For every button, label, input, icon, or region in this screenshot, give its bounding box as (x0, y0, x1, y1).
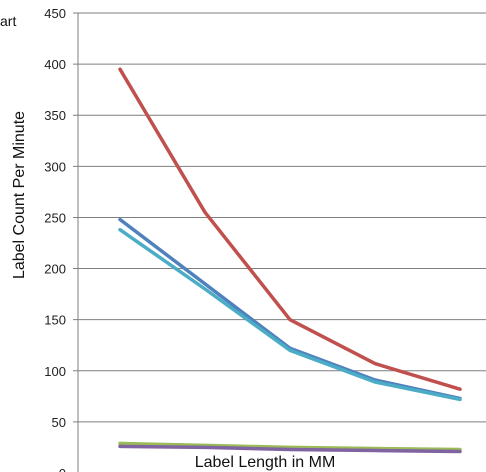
y-axis-title: Label Count Per Minute (11, 111, 28, 279)
gridlines (73, 12, 486, 472)
series-line-2 (118, 217, 462, 401)
y-tick-label: 350 (44, 108, 66, 123)
x-axis-title: Label Length in MM (195, 454, 336, 471)
corner-text: art (0, 13, 16, 29)
series-line-4 (118, 441, 462, 452)
series-line-3 (118, 227, 462, 402)
y-tick-label: 400 (44, 57, 66, 72)
series-line-1 (118, 67, 462, 391)
y-tick-label: 50 (52, 415, 66, 430)
y-tick-label: 150 (44, 313, 66, 328)
series-lines (118, 67, 462, 454)
y-tick-label: 300 (44, 159, 66, 174)
y-tick-label: 250 (44, 210, 66, 225)
y-tick-label: 200 (44, 262, 66, 277)
y-tick-label: 450 (44, 6, 66, 21)
y-tick-label: 0 (59, 466, 66, 472)
y-axis-ticks: 0 50 100 150 200 250 300 350 400 450 (44, 6, 66, 472)
y-tick-label: 100 (44, 364, 66, 379)
series-line-5 (118, 444, 462, 454)
